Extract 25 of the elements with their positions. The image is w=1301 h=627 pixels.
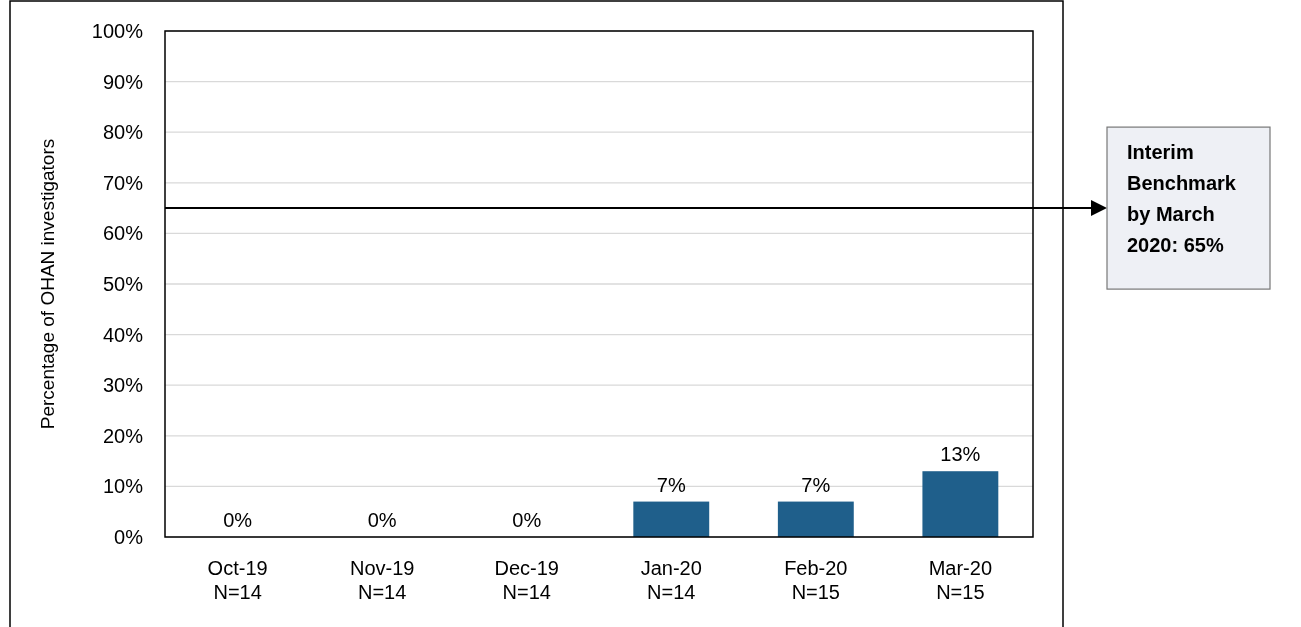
x-tick-label: Dec-19 N=14 [494, 557, 559, 603]
x-tick-label: Oct-19 N=14 [207, 557, 268, 603]
y-tick-label: 80% [102, 121, 144, 144]
y-tick-label: 30% [102, 374, 144, 397]
data-label: 7% [801, 473, 831, 496]
x-tick-label: Feb-20 N=15 [784, 557, 848, 603]
x-tick-label: Jan-20 N=14 [640, 557, 702, 603]
y-tick-label: 10% [102, 475, 144, 498]
data-label: 0% [223, 509, 253, 531]
data-label: 0% [512, 509, 542, 531]
x-tick-label: Nov-19 N=14 [349, 557, 415, 603]
y-tick-label: 90% [102, 70, 144, 93]
y-tick-label: 100% [91, 20, 144, 42]
data-label: 0% [367, 509, 397, 531]
y-tick-label: 0% [114, 526, 144, 548]
y-tick-label: 50% [102, 273, 144, 295]
y-tick-label: 20% [102, 424, 144, 447]
x-tick-label: Mar-20 N=15 [928, 557, 993, 603]
ref-line-label: Interim Benchmark by March 2020: 65% [1127, 141, 1237, 257]
data-label: 13% [940, 443, 981, 466]
y-tick-label: 40% [102, 323, 144, 346]
y-tick-label: 60% [102, 222, 144, 245]
y-axis-title: Percentage of OHAN investigators [37, 138, 58, 430]
data-label: 7% [656, 473, 686, 496]
y-tick-label: 70% [102, 171, 144, 194]
